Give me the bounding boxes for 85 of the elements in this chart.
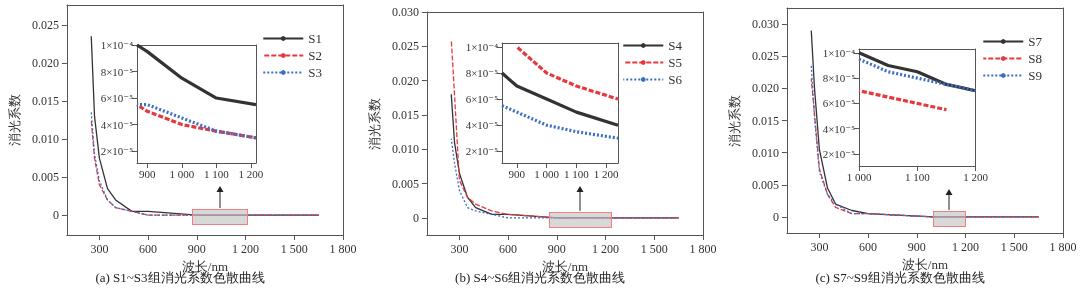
x-tick-label: 1 500 (640, 242, 668, 256)
x-tick-label: 300 (90, 242, 109, 256)
y-tick-label: 0.015 (31, 93, 59, 108)
line-series (515, 45, 620, 101)
y-tick-label: 6×10⁻⁵ (822, 97, 856, 110)
line-series (857, 89, 949, 112)
x-axis-title: 波长/nm (901, 256, 949, 272)
y-tick-label: 0.030 (391, 5, 419, 19)
x-tick-label: 1 000 (169, 167, 195, 180)
y-tick-label: 1×10⁻⁴ (100, 39, 134, 51)
x-tick-label: 300 (450, 242, 469, 256)
y-tick-label: 0.010 (31, 132, 59, 147)
line-series (450, 38, 680, 219)
y-tick-label: 8×10⁻⁵ (100, 65, 134, 78)
x-tick-label: 1 100 (563, 167, 590, 180)
legend-label: S5 (668, 55, 682, 70)
y-tick-label: 0.005 (391, 176, 419, 191)
y-tick-label: 2×10⁻⁵ (100, 145, 134, 158)
y-tick-label: 0.025 (31, 17, 59, 32)
y-tick-label: 0.015 (391, 107, 419, 122)
line-series (500, 71, 620, 127)
x-tick-label: 1 200 (232, 242, 260, 256)
y-axis-title: 消光系数 (367, 97, 382, 150)
x-tick-label: 300 (810, 240, 829, 254)
x-tick-label: 600 (859, 240, 878, 254)
legend-label: S6 (668, 72, 683, 87)
y-axis-title: 消光系数 (727, 94, 742, 147)
y-tick-label: 0.010 (751, 145, 779, 160)
y-tick-label: 2×10⁻⁵ (822, 147, 856, 160)
x-tick-label: 600 (139, 242, 158, 256)
x-tick-label: 1 000 (846, 170, 872, 183)
x-tick-label: 900 (547, 242, 566, 256)
legend-label: S7 (1028, 34, 1043, 49)
y-tick-label: 0.015 (751, 113, 779, 128)
y-tick-label: 2×10⁻⁵ (465, 145, 499, 158)
y-tick-label: 0.020 (31, 55, 59, 70)
y-axis-title: 消光系数 (7, 94, 22, 146)
line-series (135, 103, 258, 140)
legend-label: S4 (668, 38, 683, 53)
x-tick-label: 1 100 (203, 167, 230, 180)
y-tick-label: 8×10⁻⁵ (822, 72, 856, 85)
y-tick-label: 0 (772, 209, 779, 224)
x-tick-label: 1 200 (592, 242, 620, 256)
x-tick-label: 1 500 (280, 242, 308, 256)
x-tick-label: 900 (508, 167, 526, 180)
y-tick-label: 0.010 (391, 142, 419, 157)
x-tick-label: 1 200 (952, 240, 980, 254)
y-tick-label: 0.025 (751, 49, 779, 64)
x-tick-label: 900 (139, 167, 157, 180)
x-tick-label: 1 800 (329, 242, 357, 256)
y-tick-label: 4×10⁻⁵ (100, 118, 134, 131)
x-tick-label: 1 200 (593, 167, 619, 180)
y-tick-label: 8×10⁻⁵ (465, 67, 499, 79)
x-tick-label: 1 800 (1049, 240, 1077, 254)
legend-label: S3 (308, 65, 322, 80)
y-tick-label: 0.020 (391, 73, 419, 88)
x-tick-label: 1 100 (904, 170, 931, 183)
line-series (500, 104, 620, 140)
x-tick-label: 600 (499, 242, 518, 256)
y-tick-label: 1×10⁻⁴ (822, 46, 856, 59)
y-tick-label: 0.020 (751, 81, 779, 96)
y-tick-label: 0.025 (391, 39, 419, 54)
text: (c) S7~S9组消光系数色散曲线 (815, 270, 985, 285)
legend-label: S2 (308, 48, 322, 63)
line-series (450, 138, 680, 219)
y-tick-label: 6×10⁻⁵ (465, 93, 499, 106)
x-tick-label: 1 200 (963, 170, 989, 183)
y-tick-label: 0.030 (751, 17, 779, 32)
x-tick-label: 900 (907, 240, 926, 254)
y-tick-label: 0.005 (751, 177, 779, 192)
x-tick-label: 1 200 (238, 167, 264, 180)
y-tick-label: 1×10⁻⁴ (465, 40, 499, 53)
y-tick-label: 0.005 (31, 170, 59, 185)
legend-label: S8 (1028, 51, 1042, 66)
y-tick-label: 4×10⁻⁵ (822, 122, 856, 135)
x-tick-label: 1 500 (1000, 240, 1028, 254)
x-tick-label: 1 800 (689, 242, 717, 256)
y-tick-label: 0 (412, 210, 419, 225)
legend-label: S9 (1028, 68, 1042, 83)
x-tick-label: 1 000 (534, 167, 560, 180)
y-tick-label: 4×10⁻⁵ (465, 119, 499, 132)
x-tick-label: 900 (187, 242, 206, 256)
y-tick-label: 6×10⁻⁵ (100, 92, 134, 105)
legend-label: S1 (308, 31, 322, 46)
y-tick-label: 0 (52, 208, 59, 223)
